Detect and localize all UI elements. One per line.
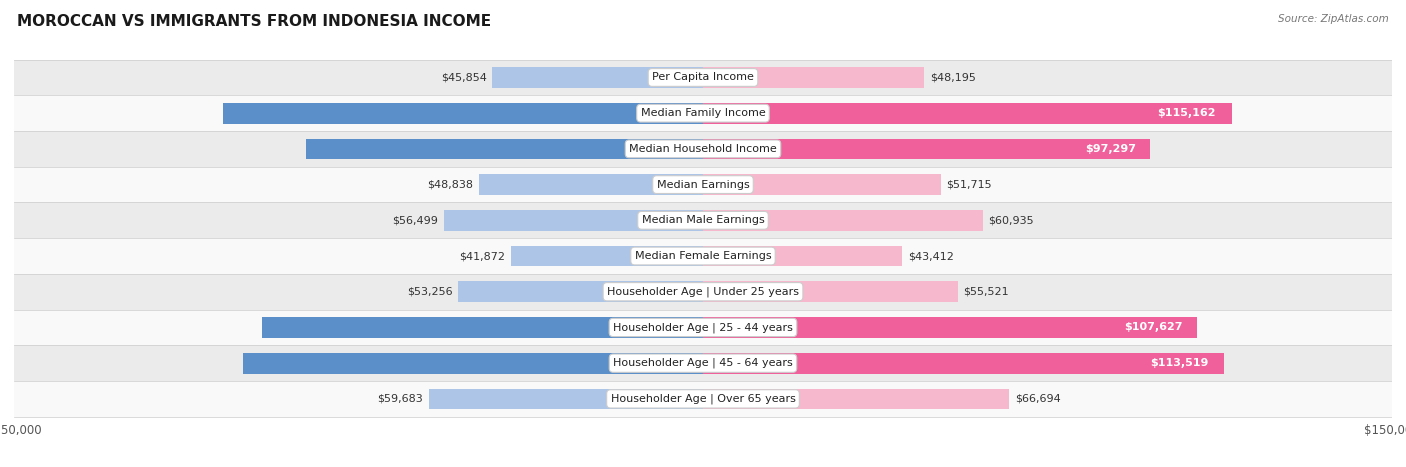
Text: Median Family Income: Median Family Income <box>641 108 765 118</box>
Bar <box>14 310 1392 345</box>
Bar <box>243 353 703 374</box>
Bar <box>703 317 1198 338</box>
Bar <box>703 353 1225 374</box>
Text: Source: ZipAtlas.com: Source: ZipAtlas.com <box>1278 14 1389 24</box>
Text: $48,195: $48,195 <box>929 72 976 83</box>
Bar <box>14 238 1392 274</box>
Bar <box>703 67 924 88</box>
Text: $113,519: $113,519 <box>1150 358 1209 368</box>
Bar <box>14 381 1392 417</box>
Text: $107,627: $107,627 <box>1123 322 1182 333</box>
Text: $48,838: $48,838 <box>427 180 474 190</box>
Text: $59,683: $59,683 <box>378 394 423 404</box>
Bar <box>14 131 1392 167</box>
Bar <box>307 139 703 159</box>
Text: $51,715: $51,715 <box>946 180 991 190</box>
Bar <box>14 95 1392 131</box>
Text: Householder Age | 45 - 64 years: Householder Age | 45 - 64 years <box>613 358 793 368</box>
Bar <box>703 210 983 231</box>
Text: $53,256: $53,256 <box>408 287 453 297</box>
Text: MOROCCAN VS IMMIGRANTS FROM INDONESIA INCOME: MOROCCAN VS IMMIGRANTS FROM INDONESIA IN… <box>17 14 491 29</box>
Bar <box>14 203 1392 238</box>
Text: $55,521: $55,521 <box>963 287 1010 297</box>
Bar <box>478 174 703 195</box>
Bar <box>703 389 1010 409</box>
Text: $41,872: $41,872 <box>460 251 505 261</box>
Text: Median Household Income: Median Household Income <box>628 144 778 154</box>
Bar <box>14 167 1392 203</box>
Bar <box>703 103 1232 124</box>
Text: $86,468: $86,468 <box>692 144 742 154</box>
Text: $43,412: $43,412 <box>908 251 953 261</box>
Text: Householder Age | Under 25 years: Householder Age | Under 25 years <box>607 286 799 297</box>
Bar <box>262 317 703 338</box>
Bar <box>14 60 1392 95</box>
Text: $100,138: $100,138 <box>689 358 748 368</box>
Bar <box>703 139 1150 159</box>
Text: Median Male Earnings: Median Male Earnings <box>641 215 765 225</box>
Text: $66,694: $66,694 <box>1015 394 1060 404</box>
Text: $96,117: $96,117 <box>690 322 741 333</box>
Text: $45,854: $45,854 <box>441 72 486 83</box>
Bar <box>443 210 703 231</box>
Bar <box>429 389 703 409</box>
Bar <box>14 345 1392 381</box>
Text: $97,297: $97,297 <box>1085 144 1136 154</box>
Text: $104,488: $104,488 <box>689 108 747 118</box>
Bar <box>510 246 703 266</box>
Bar <box>703 282 957 302</box>
Text: Median Earnings: Median Earnings <box>657 180 749 190</box>
Text: Per Capita Income: Per Capita Income <box>652 72 754 83</box>
Bar <box>703 246 903 266</box>
Text: Householder Age | Over 65 years: Householder Age | Over 65 years <box>610 394 796 404</box>
Text: $60,935: $60,935 <box>988 215 1033 225</box>
Bar <box>703 174 941 195</box>
Text: Householder Age | 25 - 44 years: Householder Age | 25 - 44 years <box>613 322 793 333</box>
Bar <box>458 282 703 302</box>
Bar <box>492 67 703 88</box>
Text: $56,499: $56,499 <box>392 215 439 225</box>
Text: Median Female Earnings: Median Female Earnings <box>634 251 772 261</box>
Text: $115,162: $115,162 <box>1157 108 1216 118</box>
Bar <box>224 103 703 124</box>
Bar <box>14 274 1392 310</box>
